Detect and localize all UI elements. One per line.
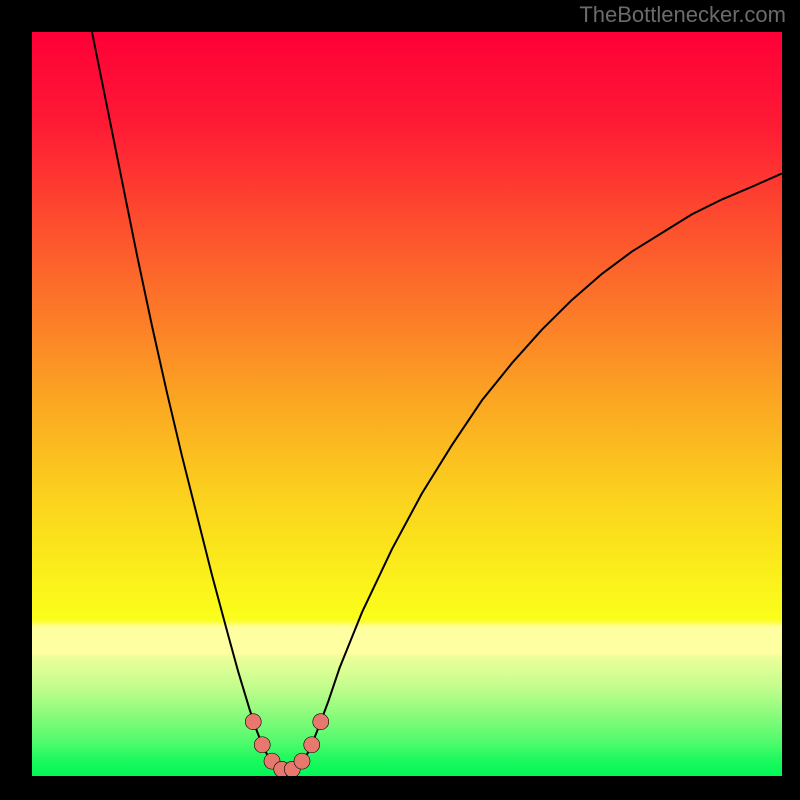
valley-marker bbox=[313, 714, 329, 730]
valley-marker bbox=[294, 753, 310, 769]
plot-svg bbox=[32, 32, 782, 776]
plot-area bbox=[32, 32, 782, 776]
valley-marker bbox=[245, 714, 261, 730]
frame-border-left bbox=[0, 0, 32, 800]
valley-marker bbox=[304, 737, 320, 753]
gradient-background bbox=[32, 32, 782, 776]
valley-marker bbox=[254, 737, 270, 753]
frame-border-bottom bbox=[0, 776, 800, 800]
watermark-text: TheBottlenecker.com bbox=[579, 2, 786, 28]
frame-border-right bbox=[782, 0, 800, 800]
